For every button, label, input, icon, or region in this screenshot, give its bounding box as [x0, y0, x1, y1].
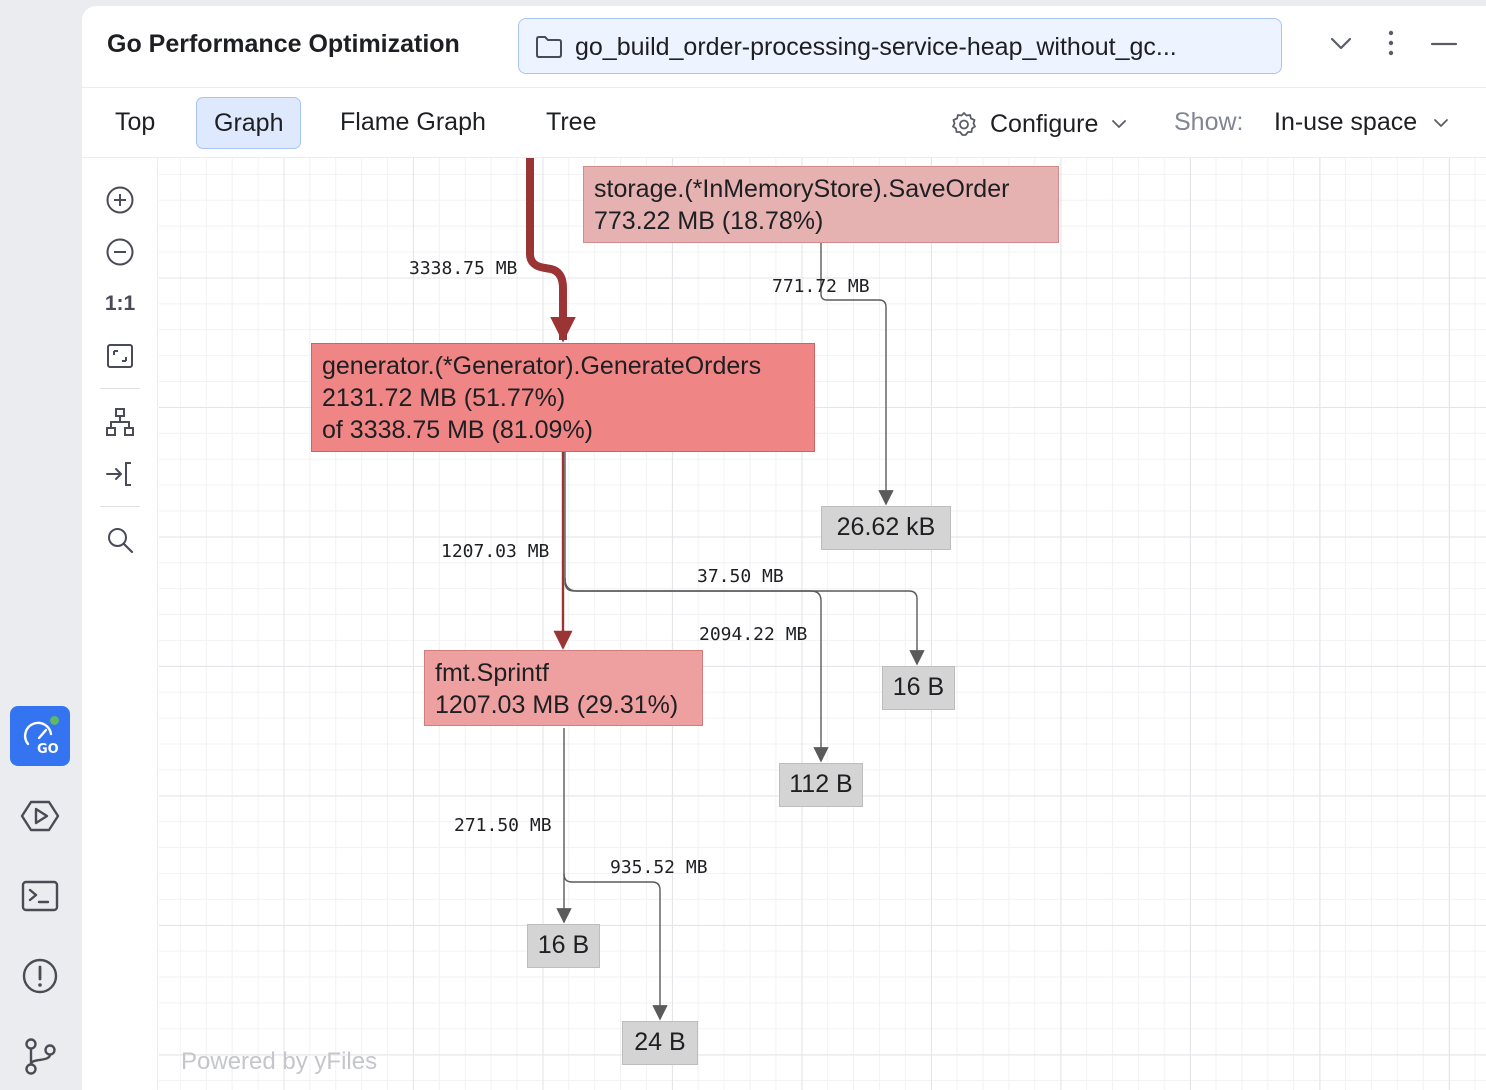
profiler-panel: Go Performance Optimization go_build_ord… — [82, 6, 1486, 1090]
run-icon — [20, 800, 60, 832]
toolbar-separator — [100, 506, 140, 507]
edge-label: 2094.22 MB — [699, 624, 808, 645]
folder-icon — [536, 36, 562, 58]
graph-toolbar: 1:1 — [82, 158, 158, 1090]
hierarchy-icon — [106, 408, 134, 436]
leaf-26-62-kb[interactable]: 26.62 kB — [821, 506, 951, 550]
leaf-24-b[interactable]: 24 B — [622, 1021, 698, 1065]
edge-label: 935.52 MB — [610, 857, 708, 878]
fit-content-button[interactable] — [102, 338, 138, 374]
go-profiler-button[interactable]: GO — [10, 706, 70, 766]
edge-generate-to-112b — [564, 577, 829, 763]
graph-edges — [526, 158, 925, 1021]
tab-graph[interactable]: Graph — [196, 97, 302, 149]
edge-sprintf-to-24b — [563, 873, 668, 1021]
profile-file-name: go_build_order-processing-service-heap_w… — [575, 33, 1177, 61]
git-branch-icon — [25, 1038, 56, 1075]
show-chevron-icon — [1434, 119, 1448, 128]
tab-flame-graph[interactable]: Flame Graph — [340, 108, 486, 136]
node-generate-orders-cum: of 3338.75 MB (81.09%) — [322, 416, 593, 444]
git-branch-button[interactable] — [10, 1026, 70, 1086]
leaf-112-b[interactable]: 112 B — [779, 763, 863, 807]
search-icon — [108, 528, 134, 554]
gear-icon — [952, 112, 976, 136]
edge-label: 1207.03 MB — [441, 541, 550, 562]
node-fmt-sprintf-flat: 1207.03 MB (29.31%) — [435, 691, 679, 719]
configure-dropdown[interactable]: Configure — [950, 104, 1128, 144]
edge-label: 37.50 MB — [697, 566, 784, 587]
problems-button[interactable] — [10, 946, 70, 1006]
node-save-order-name: storage.(*InMemoryStore).SaveOrder — [594, 175, 1010, 203]
zoom-in-button[interactable] — [102, 182, 138, 218]
terminal-button[interactable] — [10, 866, 70, 926]
layout-button[interactable] — [102, 404, 138, 440]
chevron-down-icon[interactable] — [1328, 30, 1354, 56]
yfiles-watermark: Powered by yFiles — [181, 1048, 378, 1075]
zoom-out-button[interactable] — [102, 234, 138, 270]
show-metric-value: In-use space — [1274, 108, 1418, 136]
node-generate-orders-flat: 2131.72 MB (51.77%) — [322, 384, 566, 412]
configure-chevron-icon — [1112, 120, 1127, 128]
view-tabs: Top Graph Flame Graph Tree Configure Sho… — [82, 88, 1486, 158]
leaf-16-b[interactable]: 16 B — [527, 924, 600, 968]
run-button[interactable] — [10, 786, 70, 846]
call-graph-canvas[interactable]: storage.(*InMemoryStore).SaveOrder 773.2… — [159, 158, 1486, 1090]
leaf-16-b[interactable]: 16 B — [882, 666, 955, 710]
edge-save-order-to-leaf — [820, 242, 894, 506]
node-generate-orders-name: generator.(*Generator).GenerateOrders — [322, 352, 762, 380]
minimize-icon[interactable] — [1430, 30, 1458, 56]
show-metric-dropdown[interactable]: In-use space — [1274, 108, 1450, 137]
show-label: Show: — [1174, 108, 1244, 136]
fit-content-icon — [107, 344, 133, 368]
problems-icon — [22, 958, 58, 994]
node-fmt-sprintf[interactable]: fmt.Sprintf 1207.03 MB (29.31%) — [424, 650, 703, 726]
actual-size-button[interactable]: 1:1 — [104, 292, 136, 315]
node-generate-orders[interactable]: generator.(*Generator).GenerateOrders 21… — [311, 343, 815, 452]
edge-label: 771.72 MB — [772, 276, 870, 297]
profile-file-selector[interactable]: go_build_order-processing-service-heap_w… — [518, 18, 1282, 74]
search-button[interactable] — [102, 522, 138, 558]
node-fmt-sprintf-name: fmt.Sprintf — [435, 659, 549, 687]
node-save-order-flat: 773.22 MB (18.78%) — [594, 207, 824, 235]
node-save-order[interactable]: storage.(*InMemoryStore).SaveOrder 773.2… — [583, 166, 1059, 243]
configure-label: Configure — [990, 109, 1099, 138]
edge-label: 3338.75 MB — [409, 258, 518, 279]
more-options-icon[interactable] — [1378, 30, 1404, 56]
edge-into-generate-orders — [526, 158, 576, 343]
terminal-icon — [21, 880, 59, 912]
navigate-icon — [106, 462, 131, 486]
left-tool-strip: GO — [0, 0, 82, 1090]
edge-label: 271.50 MB — [454, 815, 552, 836]
navigate-button[interactable] — [102, 456, 138, 492]
tab-top[interactable]: Top — [115, 108, 156, 136]
zoom-in-icon — [106, 186, 134, 214]
panel-title: Go Performance Optimization — [107, 30, 460, 58]
svg-text:GO: GO — [37, 742, 59, 756]
go-profiler-icon: GO — [23, 721, 59, 756]
zoom-out-icon — [106, 238, 134, 266]
tab-tree[interactable]: Tree — [546, 108, 597, 136]
panel-header: Go Performance Optimization go_build_ord… — [82, 6, 1486, 88]
status-dot — [49, 715, 60, 726]
toolbar-separator — [100, 388, 140, 389]
